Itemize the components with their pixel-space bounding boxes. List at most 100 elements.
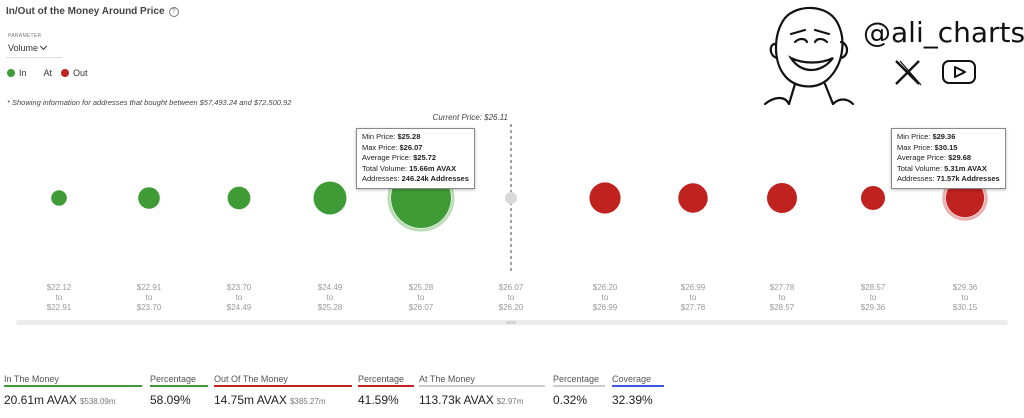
- legend-item-in[interactable]: In: [7, 68, 27, 78]
- scrollbar-thumb[interactable]: [506, 321, 516, 324]
- iomap-chart: Current Price: $26.11$22.12to$22.91$22.9…: [16, 113, 1008, 325]
- legend-dot-in: [7, 69, 15, 77]
- youtube-icon[interactable]: [941, 58, 977, 86]
- summary-stat: At The Money 113.73k AVAX $2.97m: [419, 374, 545, 407]
- tooltip-line: Average Price: $25.72: [362, 153, 469, 164]
- summary-stat: Coverage 32.39%: [612, 374, 664, 407]
- x-logo-icon[interactable]: [893, 58, 923, 86]
- tooltip-key: Max Price:: [362, 142, 400, 152]
- summary-label: At The Money: [419, 374, 545, 387]
- summary-label: In The Money: [4, 374, 142, 387]
- tooltip-value: 15.66m AVAX: [409, 163, 457, 173]
- chevron-down-icon: [39, 42, 48, 51]
- summary-main-value: 58.09%: [150, 393, 191, 407]
- summary-main-value: 32.39%: [612, 393, 653, 407]
- bubble-2[interactable]: [138, 187, 160, 209]
- legend-label-at: At: [43, 68, 53, 78]
- legend: In At Out: [7, 68, 97, 78]
- tooltip-line: Addresses: 71.57k Addresses: [897, 174, 1000, 185]
- tick-to-2: $23.70: [137, 303, 162, 312]
- tick-to-word-9: to: [779, 293, 786, 302]
- summary-value: 32.39%: [612, 393, 664, 407]
- tick-to-10: $29.36: [861, 303, 886, 312]
- chart-title-text: In/Out of the Money Around Price: [6, 6, 165, 17]
- tick-to-7: $26.99: [593, 303, 618, 312]
- tooltip-line: Max Price: $30.15: [897, 143, 1000, 154]
- summary-stat: In The Money 20.61m AVAX $538.09m: [4, 374, 142, 407]
- tooltip-key: Average Price:: [362, 153, 414, 162]
- legend-label-in: In: [19, 68, 27, 78]
- question-circle-icon[interactable]: ?: [168, 6, 179, 17]
- address-range-note: * Showing information for addresses that…: [7, 98, 292, 107]
- tooltip-line: Min Price: $29.36: [897, 132, 1000, 143]
- tick-to-3: $24.49: [227, 303, 252, 312]
- tooltip-value: $29.36: [932, 132, 956, 141]
- tooltip-key: Min Price:: [362, 132, 398, 141]
- tick-to-8: $27.78: [681, 303, 706, 312]
- tick-to-11: $30.15: [953, 303, 978, 312]
- tick-to-9: $28.57: [770, 303, 795, 312]
- summary-value: 41.59%: [358, 393, 414, 407]
- tick-to-word-1: to: [56, 293, 63, 302]
- summary-bar: In The Money 20.61m AVAX $538.09m Percentag…: [0, 374, 1024, 418]
- tooltip-key: Max Price:: [897, 142, 935, 152]
- tick-from-5: $25.28: [409, 283, 434, 292]
- tick-to-word-4: to: [327, 293, 334, 302]
- tick-from-7: $26.20: [593, 283, 618, 292]
- tooltip-bucket-5: Min Price: $25.28 Max Price: $26.07 Averag…: [356, 128, 475, 189]
- watermark: @ali_charts: [755, 0, 1024, 112]
- tick-to-4: $25.28: [318, 303, 343, 312]
- bubble-3[interactable]: [227, 186, 251, 210]
- parameter-label: PARAMETER: [8, 33, 42, 39]
- bubble-1[interactable]: [51, 190, 67, 206]
- bubble-7[interactable]: [589, 182, 621, 214]
- tick-from-3: $23.70: [227, 283, 252, 292]
- bubble-8[interactable]: [678, 183, 708, 213]
- summary-main-value: 0.32%: [553, 393, 588, 407]
- summary-main-value: 41.59%: [358, 393, 399, 407]
- bubble-9[interactable]: [767, 183, 797, 213]
- summary-main-value: 20.61m AVAX: [4, 393, 77, 407]
- tooltip-value: $25.72: [413, 153, 437, 162]
- tick-to-word-11: to: [962, 293, 969, 302]
- summary-label: Percentage: [150, 374, 208, 387]
- tooltip-key: Average Price:: [897, 153, 949, 162]
- tick-from-2: $22.91: [137, 283, 162, 292]
- tooltip-line: Average Price: $29.68: [897, 153, 1000, 164]
- tick-from-8: $26.99: [681, 283, 706, 292]
- tooltip-line: Addresses: 246.24k Addresses: [362, 174, 469, 185]
- tick-to-word-5: to: [418, 293, 425, 302]
- bubble-4[interactable]: [313, 181, 347, 215]
- tooltip-key: Min Price:: [897, 132, 933, 141]
- tick-from-4: $24.49: [318, 283, 343, 292]
- tooltip-line: Min Price: $25.28: [362, 132, 469, 143]
- tick-from-9: $27.78: [770, 283, 795, 292]
- tooltip-key: Total Volume:: [362, 163, 410, 173]
- legend-label-out: Out: [73, 68, 88, 78]
- parameter-select[interactable]: Volume: [8, 42, 48, 53]
- summary-usd-value: $2.97m: [496, 397, 524, 406]
- face-drawing-icon: [763, 6, 855, 106]
- chart-title: In/Out of the Money Around Price ?: [6, 6, 179, 17]
- tick-from-6: $26.07: [499, 283, 524, 292]
- tick-to-5: $26.07: [409, 303, 434, 312]
- tooltip-bucket-11: Min Price: $29.36 Max Price: $30.15 Averag…: [891, 128, 1006, 189]
- tooltip-value: $26.07: [399, 142, 423, 152]
- bubble-6[interactable]: [505, 192, 517, 204]
- summary-value: 20.61m AVAX $538.09m: [4, 393, 142, 407]
- legend-item-out[interactable]: Out: [61, 68, 88, 78]
- tooltip-line: Max Price: $26.07: [362, 143, 469, 154]
- tick-to-6: $26.20: [499, 303, 524, 312]
- summary-stat: Percentage 58.09%: [150, 374, 208, 407]
- tick-to-word-8: to: [690, 293, 697, 302]
- tick-to-word-6: to: [508, 293, 515, 302]
- tooltip-key: Addresses:: [362, 174, 402, 183]
- summary-value: 14.75m AVAX $385.27m: [214, 393, 352, 407]
- parameter-value: Volume: [8, 43, 39, 53]
- tick-from-10: $28.57: [861, 283, 886, 292]
- summary-stat: Percentage 0.32%: [553, 374, 605, 407]
- legend-item-at[interactable]: At: [36, 68, 53, 78]
- tooltip-value: 5.31m AVAX: [944, 163, 987, 173]
- parameter-underline: [6, 57, 62, 58]
- bubble-10[interactable]: [861, 186, 885, 210]
